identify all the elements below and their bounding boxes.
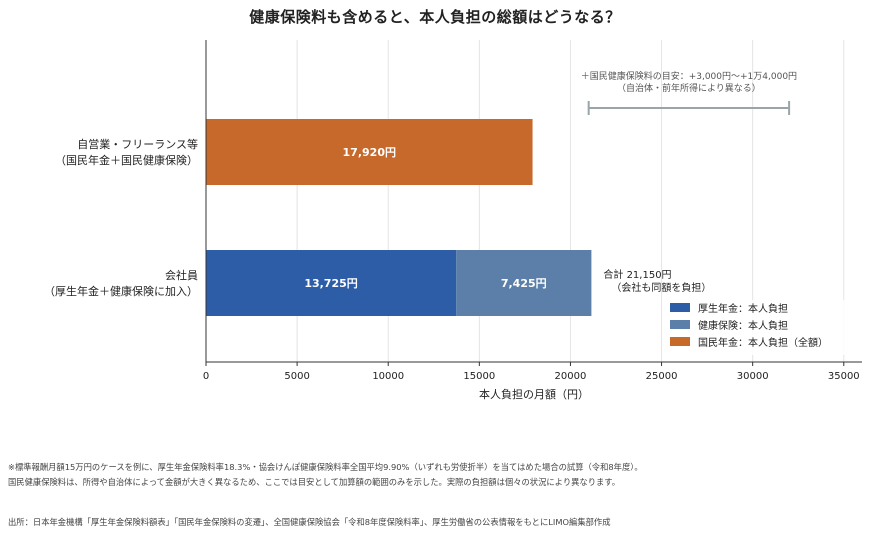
bar-segment xyxy=(206,119,533,185)
axes: 0 5000 10000 15000 20000 25000 30000 35000 xyxy=(203,40,862,382)
category-sublabel: （厚生年金＋健康保険に加入） xyxy=(44,284,198,298)
x-tick-label: 30000 xyxy=(737,371,769,382)
legend-label: 厚生年金：本人負担 xyxy=(698,302,788,315)
bars: 17,920円 13,725円 7,425円 xyxy=(206,119,592,316)
bar-chart: ＋国民健康保険料の目安：+3,000円〜+1万4,000円 （自治体・前年所得に… xyxy=(44,40,862,401)
x-tick-label: 35000 xyxy=(828,371,860,382)
x-tick-label: 5000 xyxy=(284,371,309,382)
bar-value-label: 17,920円 xyxy=(343,146,396,159)
legend-swatch xyxy=(670,337,690,346)
x-tick-label: 25000 xyxy=(646,371,678,382)
total-annotation-subtext: （会社も同額を負担） xyxy=(611,281,711,294)
source-note: 出所：日本年金機構「厚生年金保険料額表」「国民年金保険料の変遷」、全国健康保険協… xyxy=(8,517,611,527)
legend-frame xyxy=(666,300,854,355)
x-tick-label: 10000 xyxy=(372,371,404,382)
x-tick-label: 15000 xyxy=(463,371,495,382)
bar-value-label: 7,425円 xyxy=(501,277,547,290)
legend: 厚生年金：本人負担 健康保険：本人負担 国民年金：本人負担（全額） xyxy=(666,300,854,355)
category-label: 自営業・フリーランス等 xyxy=(77,137,198,151)
range-annotation: ＋国民健康保険料の目安：+3,000円〜+1万4,000円 （自治体・前年所得に… xyxy=(581,70,797,115)
range-annotation-text: ＋国民健康保険料の目安：+3,000円〜+1万4,000円 xyxy=(581,70,797,82)
footnote-line: 国民健康保険料は、所得や自治体によって金額が大きく異なるため、ここでは目安として… xyxy=(8,477,621,487)
bar-segment xyxy=(206,250,457,316)
range-annotation-subtext: （自治体・前年所得により異なる） xyxy=(617,82,761,94)
footnotes: ※標準報酬月額15万円のケースを例に、厚生年金保険料率18.3%・協会けんぽ健康… xyxy=(8,460,863,490)
bar-segment xyxy=(456,250,592,316)
x-tick-label: 20000 xyxy=(555,371,587,382)
legend-label: 健康保険：本人負担 xyxy=(698,319,788,332)
category-sublabel: （国民年金＋国民健康保険） xyxy=(55,153,198,167)
legend-swatch xyxy=(670,303,690,312)
legend-label: 国民年金：本人負担（全額） xyxy=(698,336,828,349)
category-labels: 自営業・フリーランス等 （国民年金＋国民健康保険） 会社員 （厚生年金＋健康保険… xyxy=(44,137,198,298)
legend-swatch xyxy=(670,320,690,329)
x-tick-label: 0 xyxy=(203,371,209,382)
chart-title: 健康保険料も含めると、本人負担の総額はどうなる？ xyxy=(249,8,621,26)
bar-value-label: 13,725円 xyxy=(304,277,357,290)
footnote-line: ※標準報酬月額15万円のケースを例に、厚生年金保険料率18.3%・協会けんぽ健康… xyxy=(8,462,643,472)
total-annotation-text: 合計 21,150円 xyxy=(603,268,671,281)
category-label: 会社員 xyxy=(165,268,198,282)
total-annotation: 合計 21,150円 （会社も同額を負担） xyxy=(603,268,711,294)
x-axis-label: 本人負担の月額（円） xyxy=(479,387,589,401)
